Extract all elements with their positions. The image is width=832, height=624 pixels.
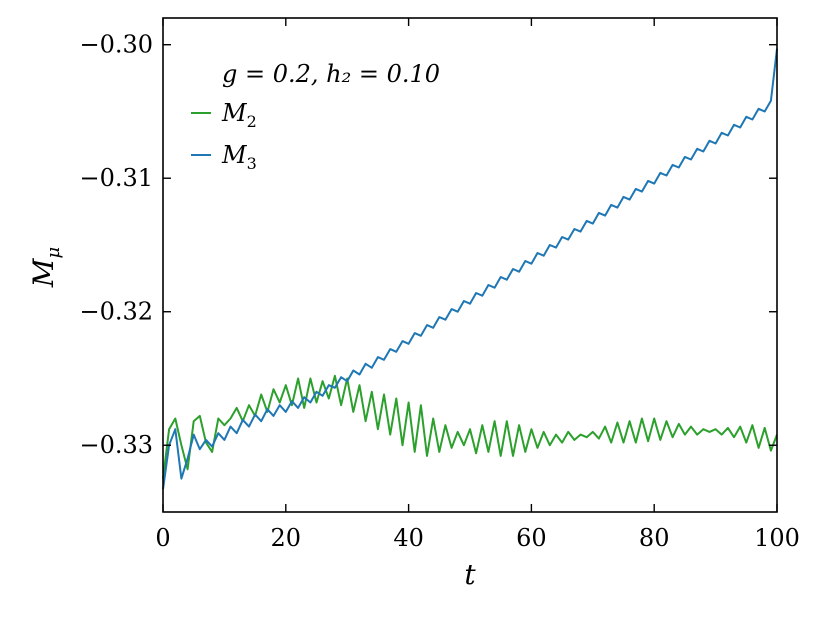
legend-entry-m2-sub: 2 [247, 112, 257, 131]
y-tick-label: −0.30 [79, 31, 153, 59]
series-line-m2 [162, 374, 778, 479]
legend-entry-m3: M3 [221, 141, 257, 173]
y-tick-label: −0.31 [79, 164, 153, 192]
series-line-m3 [162, 48, 778, 490]
x-tick-label: 0 [155, 524, 170, 552]
x-axis-label: t [464, 558, 476, 591]
y-tick-label: −0.33 [79, 431, 153, 459]
x-tick-label: 100 [754, 524, 800, 552]
legend-entry-m3-main: M [221, 141, 248, 169]
x-tick-label: 80 [639, 524, 670, 552]
y-axis-label: Mμ [27, 247, 64, 288]
series-layer [162, 48, 778, 490]
x-tick-label: 60 [516, 524, 547, 552]
y-axis-label-main: M [27, 257, 60, 288]
x-tick-label: 20 [271, 524, 302, 552]
y-axis-label-sub: μ [43, 247, 64, 259]
legend-entry-m2-main: M [221, 99, 248, 127]
plot-frame [162, 17, 778, 513]
legend-entry-m3-sub: 3 [247, 154, 257, 173]
ticks-layer: 0 20 40 60 80 100 −0.33 −0.32 −0.31 −0.30 [79, 18, 800, 552]
y-tick-label: −0.32 [79, 298, 153, 326]
legend: g = 0.2, h₂ = 0.10 M2 M3 [191, 60, 440, 173]
legend-entry-m2: M2 [221, 99, 257, 131]
x-tick-label: 40 [393, 524, 424, 552]
legend-title: g = 0.2, h₂ = 0.10 [222, 60, 440, 88]
